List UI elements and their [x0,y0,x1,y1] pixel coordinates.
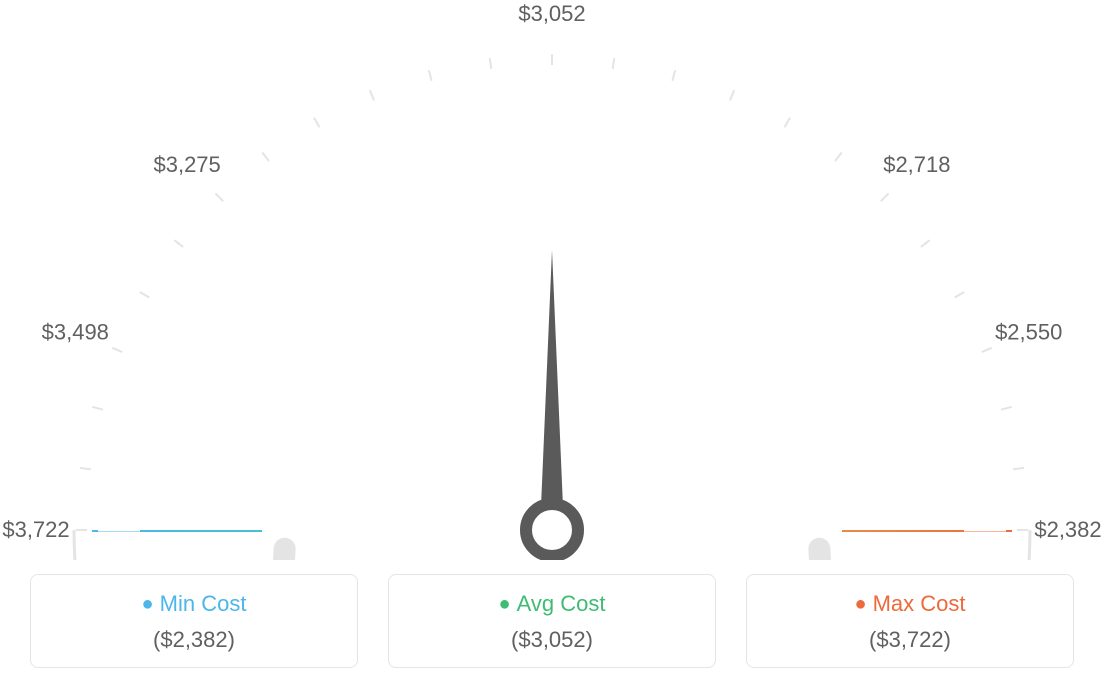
legend-title-text: Min Cost [160,591,247,616]
dot-icon: ● [142,593,154,615]
legend-card-max: ● Max Cost ($3,722) [746,574,1074,668]
legend-value-min: ($2,382) [43,627,345,653]
legend-title-text: Max Cost [873,591,966,616]
legend-title-text: Avg Cost [517,591,606,616]
dot-icon: ● [854,593,866,615]
gauge-chart: $2,382 $2,550 $2,718 $3,052 $3,275 $3,498 $3,7… [0,0,1104,560]
svg-text:$2,550: $2,550 [995,320,1062,345]
legend-value-avg: ($3,052) [401,627,703,653]
svg-text:$2,382: $2,382 [1034,517,1101,542]
svg-text:$3,498: $3,498 [42,320,109,345]
legend-card-avg: ● Avg Cost ($3,052) [388,574,716,668]
svg-text:$3,052: $3,052 [518,1,585,26]
svg-text:$3,275: $3,275 [153,152,220,177]
legend-title-max: ● Max Cost [759,591,1061,617]
legend-title-min: ● Min Cost [43,591,345,617]
legend-card-min: ● Min Cost ($2,382) [30,574,358,668]
svg-text:$2,718: $2,718 [883,152,950,177]
legend-row: ● Min Cost ($2,382) ● Avg Cost ($3,052) ● M… [30,574,1074,668]
legend-title-avg: ● Avg Cost [401,591,703,617]
dot-icon: ● [499,593,511,615]
svg-text:$3,722: $3,722 [2,517,69,542]
legend-value-max: ($3,722) [759,627,1061,653]
